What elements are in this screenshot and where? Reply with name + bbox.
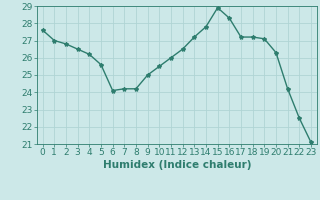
- X-axis label: Humidex (Indice chaleur): Humidex (Indice chaleur): [102, 160, 251, 170]
